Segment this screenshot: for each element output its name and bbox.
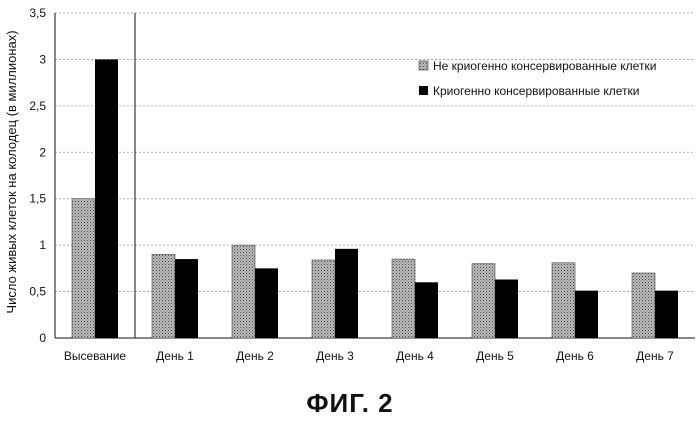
y-tick-label: 1 [39, 238, 46, 252]
legend-label-non-cryo: Не криогенно консервированные клетки [433, 59, 656, 73]
bar-non-cryo [472, 264, 495, 338]
bar-cryo [95, 59, 118, 338]
bar-non-cryo [392, 259, 415, 338]
bar-chart: 0 0,5 1 1,5 2 2,5 3 3,5 Высевание День 1 День 2 Ден… [0, 0, 700, 380]
x-tick-label: День 6 [556, 349, 594, 363]
y-tick-label: 2,5 [29, 99, 46, 113]
bar-non-cryo [632, 273, 655, 338]
x-tick-label: Высевание [64, 349, 127, 363]
grid-lines [55, 13, 695, 292]
x-tick-label: День 4 [396, 349, 434, 363]
bar-non-cryo [312, 260, 335, 338]
x-tick-label: День 1 [156, 349, 194, 363]
legend-label-cryo: Криогенно консервированные клетки [433, 84, 639, 98]
legend-swatch-non-cryo [419, 61, 428, 70]
legend: Не криогенно консервированные клетки Кри… [419, 59, 656, 98]
y-tick-label: 0,5 [29, 285, 46, 299]
y-axis-title: Число живых клеток на колодец (в миллион… [4, 30, 19, 313]
bar-non-cryo [552, 263, 575, 338]
y-tick-label: 3,5 [29, 6, 46, 20]
bar-non-cryo [232, 245, 255, 338]
x-tick-label: День 2 [236, 349, 274, 363]
bar-non-cryo [152, 254, 175, 338]
bar-cryo [415, 282, 438, 338]
x-tick-label: День 5 [476, 349, 514, 363]
bar-cryo [175, 259, 198, 338]
y-tick-label: 3 [39, 52, 46, 66]
bar-cryo [495, 280, 518, 339]
x-tick-label: День 3 [316, 349, 354, 363]
bar-cryo [575, 291, 598, 338]
legend-swatch-cryo [419, 86, 428, 95]
figure-caption: ФИГ. 2 [0, 388, 700, 419]
chart-container: 0 0,5 1 1,5 2 2,5 3 3,5 Высевание День 1 День 2 Ден… [0, 0, 700, 380]
y-tick-label: 1,5 [29, 192, 46, 206]
bar-non-cryo [72, 199, 95, 338]
x-tick-label: День 7 [636, 349, 674, 363]
bar-cryo [335, 249, 358, 338]
y-tick-label: 2 [39, 145, 46, 159]
bar-cryo [255, 268, 278, 338]
bar-cryo [655, 291, 678, 338]
y-tick-label: 0 [39, 331, 46, 345]
